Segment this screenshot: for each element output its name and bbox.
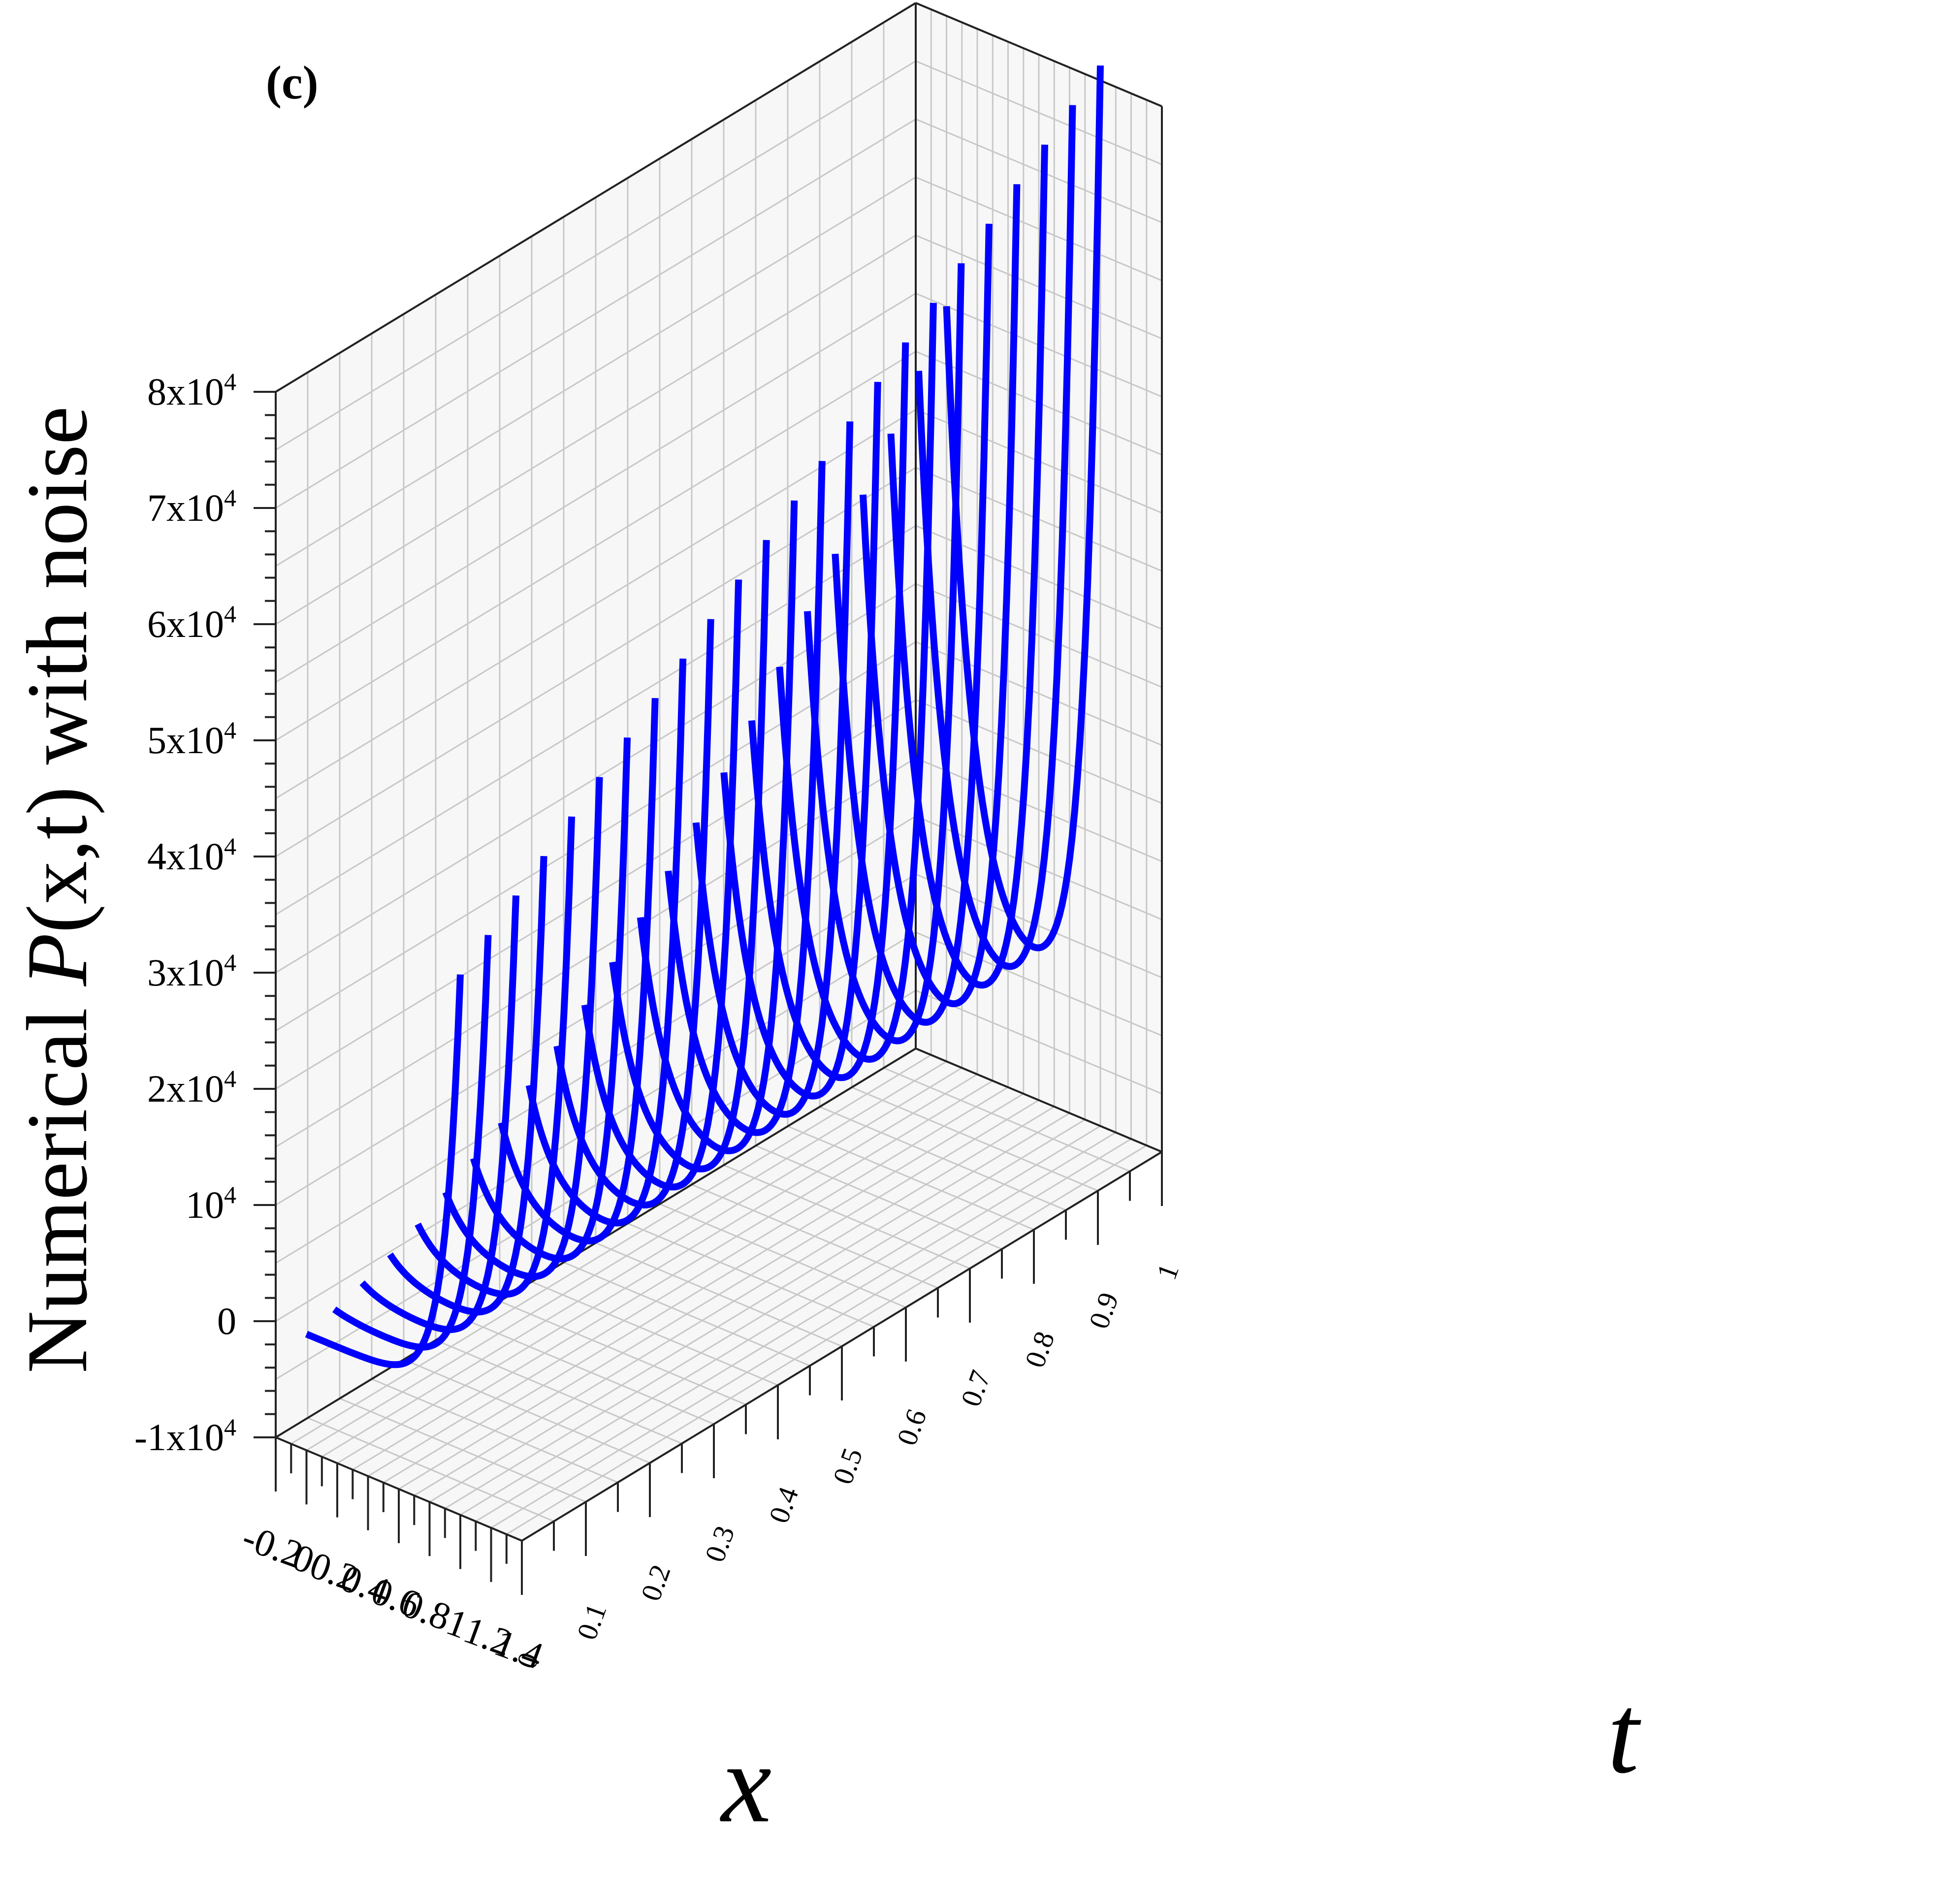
z-tick-label: 2x104: [147, 1065, 236, 1110]
grid-line: [915, 176, 1162, 282]
axis-ticks: [254, 391, 1163, 1595]
z-tick-label: 7x104: [147, 484, 236, 529]
grid-line: [307, 1417, 554, 1522]
box-edge: [915, 2, 1162, 107]
z-tick-label: 3x104: [147, 949, 236, 994]
grid-line: [275, 467, 916, 857]
grid-line: [851, 1086, 1098, 1192]
z-axis-title: Numerical P(x,t) with noise: [9, 406, 105, 1373]
grid-line: [915, 699, 1162, 804]
grid-line: [531, 1281, 778, 1386]
grid-line: [627, 1223, 874, 1328]
z-tick-label: 6x104: [147, 600, 236, 645]
grid-line: [275, 292, 916, 683]
box-edge: [915, 1047, 1162, 1153]
curve-t-slice: [832, 223, 993, 1026]
data-curves: [305, 65, 1104, 1368]
grid-line: [339, 1397, 586, 1503]
grid-line: [915, 118, 1162, 223]
z-tick-labels: -1x104 0 104 2x104 3x104 4x104 5x104 6x104 7x104…: [134, 368, 236, 1459]
z-tick-label: 104: [186, 1181, 236, 1226]
grid-line: [755, 1145, 1002, 1250]
x-axis-title: x: [720, 1720, 771, 1846]
z-tick-label: 4x104: [147, 832, 236, 878]
grid-line: [915, 583, 1162, 688]
grid-line: [691, 1184, 938, 1289]
z-tick-label: 5x104: [147, 716, 236, 762]
grid-line: [275, 350, 916, 741]
grid-line: [275, 525, 916, 916]
box-edge: [275, 2, 917, 393]
grid-line: [275, 409, 916, 799]
panel-label: (c): [266, 56, 319, 109]
grid-line: [403, 1359, 650, 1464]
t-tick-label: 1: [1150, 1260, 1185, 1284]
t-axis-title: t: [1607, 1671, 1641, 1797]
grid-line: [915, 989, 1162, 1095]
grid-line: [883, 1067, 1130, 1172]
grid-line: [435, 1339, 682, 1444]
curve-t-slice: [915, 105, 1076, 970]
curve-t-slice: [359, 895, 519, 1333]
grid-line: [915, 60, 1162, 165]
grid-line: [787, 1125, 1034, 1231]
grid-line: [915, 757, 1162, 862]
t-tick-label: 0.3: [699, 1522, 741, 1566]
z-tick-label: 8x104: [147, 368, 236, 413]
grid-line: [659, 1203, 906, 1308]
grid-line: [275, 931, 916, 1322]
grid-line: [371, 1378, 618, 1483]
curve-t-slice: [305, 974, 464, 1368]
t-tick-label: 0.7: [955, 1366, 997, 1410]
t-tick-label: 0.5: [827, 1444, 869, 1488]
t-tick-label: 0.4: [763, 1483, 805, 1527]
curve-t-slice: [943, 65, 1104, 952]
grid-line: [275, 176, 916, 567]
grid-line: [499, 1301, 746, 1405]
grid-line: [275, 60, 916, 451]
curve-t-slice: [887, 144, 1048, 989]
curve-t-slice: [776, 303, 937, 1063]
x-tick-labels: -0.200.20.40.60.811.21.4: [237, 1515, 549, 1678]
curve-t-slice: [859, 184, 1021, 1008]
grid-line: [915, 641, 1162, 746]
t-tick-label: 0.2: [635, 1560, 677, 1605]
z-tick-label: 0: [217, 1300, 236, 1342]
grid-line: [275, 234, 916, 625]
grid-line: [915, 873, 1162, 979]
t-tick-label: 0.9: [1083, 1288, 1125, 1333]
t-tick-label: 0.6: [891, 1405, 933, 1449]
grid-line: [467, 1320, 714, 1425]
grid-line: [563, 1262, 810, 1366]
z-tick-label: -1x104: [134, 1413, 236, 1459]
grid-line: [819, 1106, 1066, 1211]
grid-line: [595, 1242, 842, 1347]
curve-t-slice: [332, 935, 492, 1351]
curve-t-slice: [803, 263, 965, 1045]
t-tick-label: 0.1: [571, 1599, 613, 1644]
grid-line: [275, 118, 916, 509]
grid-line: [723, 1164, 970, 1269]
t-tick-label: 0.8: [1019, 1327, 1061, 1371]
